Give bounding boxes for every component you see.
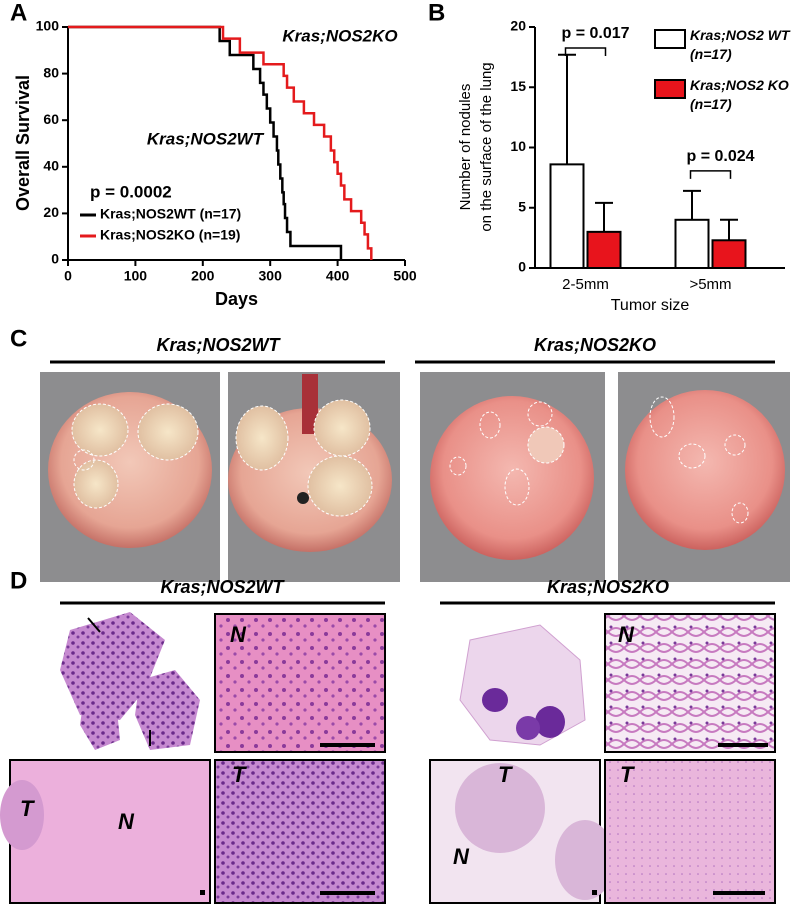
x-tick-label: 200: [191, 268, 215, 284]
micrograph: [604, 613, 776, 753]
lung-photo: [40, 372, 220, 582]
group-label: Kras;NOS2KO: [534, 335, 656, 355]
significance-bracket: [689, 170, 732, 179]
image-label: N: [230, 622, 247, 647]
x-tick-label: 400: [326, 268, 350, 284]
x-axis-label: Days: [215, 289, 258, 309]
image-label: N: [453, 844, 470, 869]
y-axis-label: Overall Survival: [13, 75, 33, 211]
y-axis-label: on the surface of the lung: [478, 62, 495, 231]
x-tick-label: 0: [64, 268, 72, 284]
scale-bar: [200, 890, 205, 895]
group-label: Kras;NOS2WT: [156, 335, 281, 355]
annotation: p = 0.0002: [90, 182, 172, 201]
bar: [549, 163, 585, 269]
panel-label: B: [428, 0, 445, 26]
x-tick-label: 2-5mm: [562, 276, 609, 293]
group-label: Kras;NOS2KO: [547, 577, 669, 597]
y-tick-label: 0: [518, 259, 526, 275]
survival-line: [68, 25, 373, 260]
legend-swatch: [654, 79, 686, 99]
image-label: T: [20, 796, 35, 821]
tumor-region: [0, 780, 44, 850]
image-label: N: [118, 809, 135, 834]
annotation: Kras;NOS2WT: [147, 129, 265, 148]
image-label: T: [498, 762, 513, 787]
x-tick-label: 500: [393, 268, 417, 284]
x-tick-label: >5mm: [689, 276, 731, 293]
bar: [586, 230, 622, 270]
y-tick-label: 10: [510, 138, 526, 154]
micrograph: [214, 613, 386, 753]
bar: [674, 218, 710, 270]
lung-photo: [420, 372, 605, 582]
y-tick-label: 80: [43, 64, 59, 80]
legend-label: Kras;NOS2 WT (n=17): [690, 27, 790, 62]
lung-photo: [618, 372, 790, 582]
legend-box: Kras;NOS2 WT (n=17): [690, 27, 790, 62]
y-tick-label: 20: [510, 18, 526, 34]
survival-line: [68, 25, 343, 260]
y-tick-label: 15: [510, 78, 526, 94]
annotation: p = 0.024: [686, 148, 754, 165]
x-tick-label: 100: [124, 268, 148, 284]
legend-label: Kras;NOS2 KO (n=17): [690, 77, 789, 112]
y-tick-label: 20: [43, 204, 59, 220]
tissue-overview: [60, 612, 200, 750]
image-label: N: [618, 622, 635, 647]
panel-label: A: [10, 0, 27, 26]
micrograph: [9, 759, 211, 904]
legend-swatch: [654, 29, 686, 49]
y-tick-label: 40: [43, 158, 59, 174]
x-axis-label: Tumor size: [611, 297, 690, 314]
x-tick-label: 300: [259, 268, 283, 284]
y-tick-label: 100: [36, 18, 60, 34]
tumor-region: [555, 820, 615, 900]
image-label: T: [232, 762, 247, 787]
y-tick-label: 5: [518, 198, 526, 214]
legend-box: Kras;NOS2 KO (n=17): [690, 77, 789, 112]
panel-label: D: [10, 567, 27, 594]
y-tick-label: 60: [43, 111, 59, 127]
micrograph: [214, 759, 386, 904]
legend-label: Kras;NOS2WT (n=17): [100, 206, 241, 222]
y-axis-label: Number of nodules: [457, 84, 474, 211]
annotation: Kras;NOS2KO: [282, 26, 397, 45]
legend-label: Kras;NOS2KO (n=19): [100, 227, 240, 243]
annotation: p = 0.017: [561, 25, 629, 42]
group-label: Kras;NOS2WT: [160, 577, 285, 597]
image-label: T: [620, 762, 635, 787]
significance-bracket: [564, 47, 607, 56]
panel-label: C: [10, 325, 27, 352]
micrograph: [604, 759, 776, 904]
scale-bar: [592, 890, 597, 895]
tumor-region: [455, 763, 545, 853]
tissue-overview: [459, 624, 586, 746]
lung-photo: [228, 372, 400, 582]
y-tick-label: 0: [51, 251, 59, 267]
bar: [711, 239, 747, 270]
